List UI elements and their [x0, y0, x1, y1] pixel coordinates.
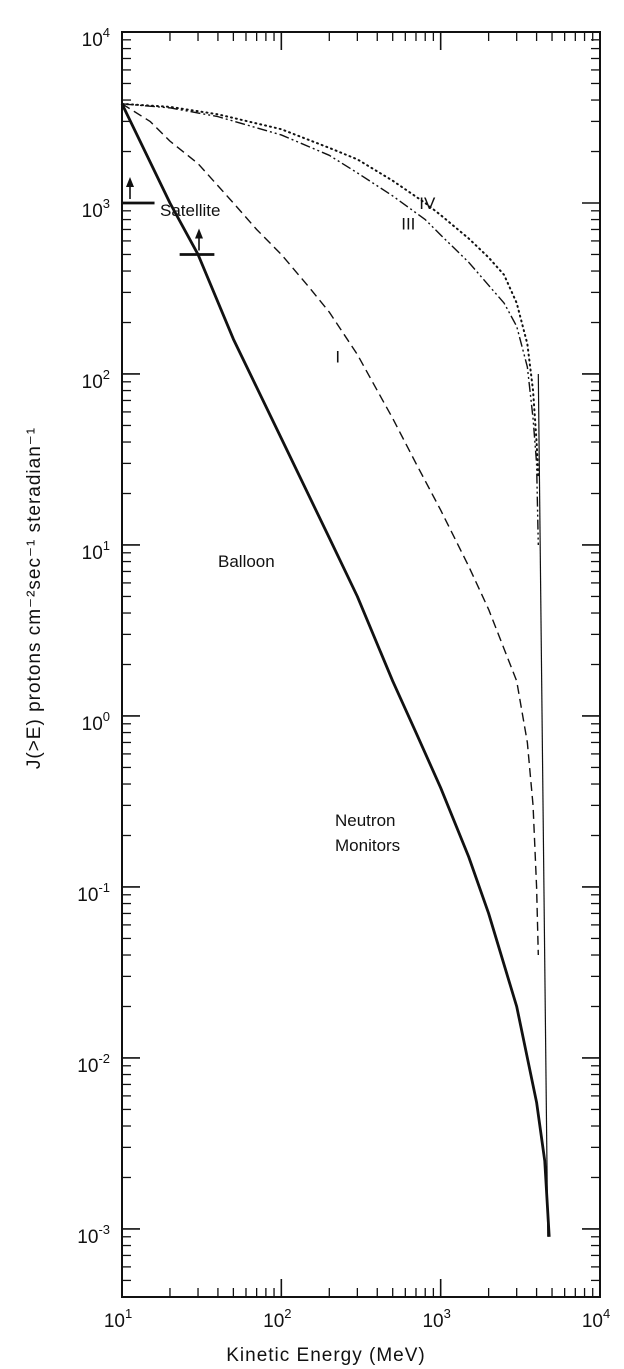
satellite-limit-marker	[179, 228, 215, 256]
series-line-i	[121, 103, 539, 956]
y-tick-label: 103	[82, 196, 110, 222]
cutoff-line	[537, 373, 549, 1237]
plot-frame	[121, 31, 601, 1298]
y-tick-label: 100	[82, 709, 110, 735]
y-tick-labels: 104 103 102 101 100 10-1 10-2 10-3	[77, 25, 110, 1248]
x-tick-label: 103	[422, 1306, 450, 1332]
minor-ticks	[122, 32, 600, 1298]
y-tick-label: 10-3	[77, 1222, 110, 1248]
y-tick-label: 104	[82, 25, 110, 51]
series-line-iv	[121, 102, 540, 478]
x-tick-label: 101	[104, 1306, 132, 1332]
x-tick-label: 102	[263, 1306, 291, 1332]
series-line-main	[120, 103, 551, 1237]
satellite-limit-markers	[122, 176, 215, 256]
y-tick-label: 102	[82, 367, 110, 393]
series-label-iii: III	[401, 215, 415, 234]
satellite-limit-marker	[122, 176, 155, 205]
y-axis-label: J(>E) protons cm⁻²sec⁻¹ steradian⁻¹	[24, 427, 45, 769]
annotation-neutron: Neutron	[335, 811, 395, 830]
annotation-satellite: Satellite	[160, 201, 220, 220]
x-tick-labels: 101 102 103 104	[104, 1306, 610, 1332]
major-ticks	[121, 31, 601, 1297]
annotation-balloon: Balloon	[218, 552, 275, 571]
series-label-iv: IV	[419, 194, 436, 213]
annotation-monitors: Monitors	[335, 836, 400, 855]
y-tick-label: 101	[82, 538, 110, 564]
series-label-i: I	[335, 348, 340, 367]
series-line-iii	[121, 103, 539, 545]
y-tick-label: 10-2	[77, 1051, 110, 1077]
y-tick-label: 10-1	[77, 880, 110, 906]
x-axis-label: Kinetic Energy (MeV)	[226, 1345, 426, 1366]
x-tick-label: 104	[582, 1306, 610, 1332]
